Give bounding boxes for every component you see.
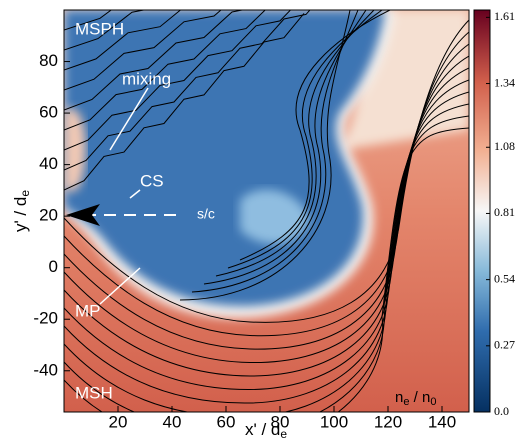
y-tick-label: 40 [39,154,58,173]
contour [64,10,311,171]
x-tick-label: 80 [271,412,290,431]
y-tick-label: 80 [39,51,58,70]
contour [64,10,182,71]
colorbar-tick-label: 0.81 [494,205,515,219]
contour [191,10,359,293]
contour [64,10,245,111]
contour [64,103,469,412]
contour [64,10,266,131]
plot-frame [63,9,470,413]
contour [179,10,351,301]
annotation: MSH [75,383,113,402]
x-tick-label: 40 [163,412,182,431]
annotation: MSPH [75,19,124,38]
contour [215,10,375,277]
colorbar-label: ne / n0 [395,389,436,408]
arrow [109,87,149,151]
contour [203,10,367,285]
y-tick-label: 20 [39,206,58,225]
y-tick-label: 60 [39,103,58,122]
contour [64,10,147,51]
field [64,10,469,412]
contour [64,10,292,151]
colorbar [473,9,491,413]
contour [227,10,383,269]
colorbar-tick-label: 0.0 [494,404,509,418]
y-tick-label: -40 [33,360,58,379]
contour [64,67,469,377]
y-tick-label: -20 [33,309,58,328]
arrowhead [66,204,100,226]
contour [64,10,222,91]
contour [239,10,391,261]
y-tick-label: 0 [49,257,58,276]
annotation: CS [140,171,164,190]
arrow [99,267,141,305]
x-tick-label: 140 [428,412,456,431]
contour [64,10,66,11]
contour [64,127,469,412]
x-tick-label: 20 [109,412,128,431]
colorbar-tick-label: 0.54 [494,271,515,285]
colorbar-tick-label: 1.34 [494,75,515,89]
y-axis-label: y' / de [11,190,32,232]
x-tick-label: 60 [217,412,236,431]
x-axis-label: x' / de [245,420,287,441]
x-tick-label: 100 [320,412,348,431]
contour [64,79,469,391]
colorbar-tick-label: 0.27 [494,338,515,352]
arrow [129,189,141,199]
x-tick-label: 120 [374,412,402,431]
colorbar-tick-label: 1.08 [494,139,515,153]
annotation: MP [75,301,101,320]
annotation: s/c [197,206,215,222]
colorbar-tick-label: 1.61 [494,9,515,23]
annotation: mixing [122,69,171,88]
contour [64,115,469,412]
contour [64,91,469,404]
